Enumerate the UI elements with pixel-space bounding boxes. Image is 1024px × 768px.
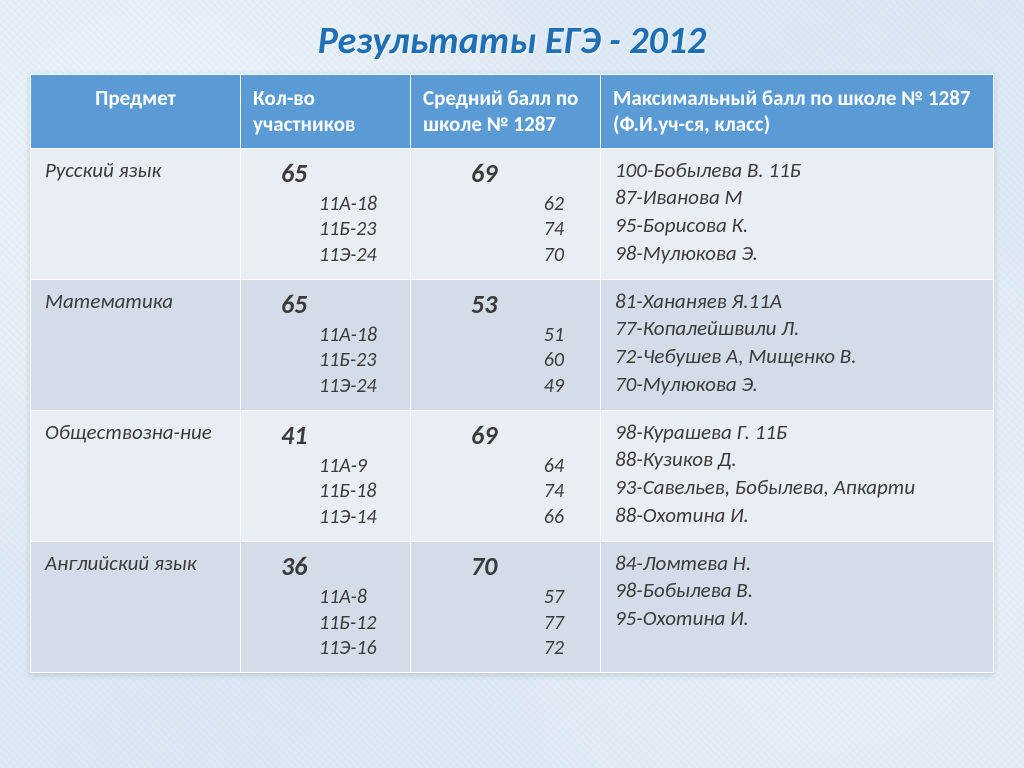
cell-max: 84-Ломтева Н. 98-Бобылева В. 95-Охотина … [601,541,994,672]
breakdown-line: 11А-8 [319,585,400,611]
max-line: 77-Копалейшвили Л. [615,315,983,343]
cell-max: 100-Бобылева В. 11Б 87-Иванова М 95-Бори… [601,148,994,279]
max-line: 70-Мулюкова Э. [615,371,983,399]
breakdown-line: 11Э-16 [319,636,400,662]
breakdown-line: 11Б-23 [319,348,400,374]
count-breakdown: 11А-9 11Б-18 11Э-14 [255,454,400,531]
breakdown-line: 51 [425,323,564,349]
max-line: 87-Иванова М [615,184,983,212]
avg-breakdown: 51 60 49 [425,323,590,400]
table-header-row: Предмет Кол-во участников Средний балл п… [31,75,994,149]
breakdown-line: 62 [425,192,564,218]
breakdown-line: 72 [425,636,564,662]
col-max: Максимальный балл по школе № 1287 (Ф.И.у… [601,75,994,149]
breakdown-line: 60 [425,348,564,374]
breakdown-line: 57 [425,585,564,611]
table-row: Математика 65 11А-18 11Б-23 11Э-24 53 51… [31,279,994,410]
breakdown-line: 74 [425,217,564,243]
cell-avg: 69 62 74 70 [411,148,601,279]
count-total: 65 [255,288,400,321]
cell-subject: Русский язык [31,148,241,279]
cell-count: 65 11А-18 11Б-23 11Э-24 [241,279,411,410]
breakdown-line: 11Б-18 [319,479,400,505]
max-line: 100-Бобылева В. 11Б [615,157,983,185]
breakdown-line: 11А-9 [319,454,400,480]
avg-total: 70 [425,550,590,583]
avg-breakdown: 62 74 70 [425,192,590,269]
col-count: Кол-во участников [241,75,411,149]
cell-subject: Английский язык [31,541,241,672]
max-line: 72-Чебушев А, Мищенко В. [615,343,983,371]
max-line: 81-Хананяев Я.11А [615,288,983,316]
page-title: Результаты ЕГЭ - 2012 [30,18,994,64]
breakdown-line: 11Э-24 [319,374,400,400]
max-line: 84-Ломтева Н. [615,550,983,578]
count-total: 65 [255,157,400,190]
breakdown-line: 11А-18 [319,323,400,349]
cell-count: 41 11А-9 11Б-18 11Э-14 [241,410,411,541]
cell-subject: Математика [31,279,241,410]
cell-count: 65 11А-18 11Б-23 11Э-24 [241,148,411,279]
results-table: Предмет Кол-во участников Средний балл п… [30,74,994,673]
cell-avg: 53 51 60 49 [411,279,601,410]
table-row: Английский язык 36 11А-8 11Б-12 11Э-16 7… [31,541,994,672]
col-avg: Средний балл по школе № 1287 [411,75,601,149]
breakdown-line: 11Э-24 [319,243,400,269]
avg-total: 69 [425,419,590,452]
breakdown-line: 64 [425,454,564,480]
max-line: 93-Савельев, Бобылева, Апкарти [615,474,983,502]
count-breakdown: 11А-18 11Б-23 11Э-24 [255,192,400,269]
avg-breakdown: 64 74 66 [425,454,590,531]
table-row: Русский язык 65 11А-18 11Б-23 11Э-24 69 … [31,148,994,279]
breakdown-line: 49 [425,374,564,400]
table-row: Обществозна-ние 41 11А-9 11Б-18 11Э-14 6… [31,410,994,541]
max-line: 95-Борисова К. [615,212,983,240]
breakdown-line: 77 [425,611,564,637]
breakdown-line: 74 [425,479,564,505]
table-body: Русский язык 65 11А-18 11Б-23 11Э-24 69 … [31,148,994,672]
count-breakdown: 11А-8 11Б-12 11Э-16 [255,585,400,662]
max-line: 95-Охотина И. [615,605,983,633]
breakdown-line: 66 [425,505,564,531]
max-line: 88-Охотина И. [615,502,983,530]
max-line: 98-Мулюкова Э. [615,240,983,268]
cell-avg: 69 64 74 66 [411,410,601,541]
count-breakdown: 11А-18 11Б-23 11Э-24 [255,323,400,400]
breakdown-line: 11А-18 [319,192,400,218]
cell-count: 36 11А-8 11Б-12 11Э-16 [241,541,411,672]
count-total: 41 [255,419,400,452]
breakdown-line: 11Б-23 [319,217,400,243]
max-line: 98-Курашева Г. 11Б [615,419,983,447]
cell-avg: 70 57 77 72 [411,541,601,672]
breakdown-line: 11Б-12 [319,611,400,637]
cell-max: 98-Курашева Г. 11Б 88-Кузиков Д. 93-Саве… [601,410,994,541]
col-subject: Предмет [31,75,241,149]
breakdown-line: 11Э-14 [319,505,400,531]
avg-total: 69 [425,157,590,190]
count-total: 36 [255,550,400,583]
avg-total: 53 [425,288,590,321]
cell-max: 81-Хананяев Я.11А 77-Копалейшвили Л. 72-… [601,279,994,410]
avg-breakdown: 57 77 72 [425,585,590,662]
cell-subject: Обществозна-ние [31,410,241,541]
breakdown-line: 70 [425,243,564,269]
max-line: 88-Кузиков Д. [615,446,983,474]
max-line: 98-Бобылева В. [615,577,983,605]
